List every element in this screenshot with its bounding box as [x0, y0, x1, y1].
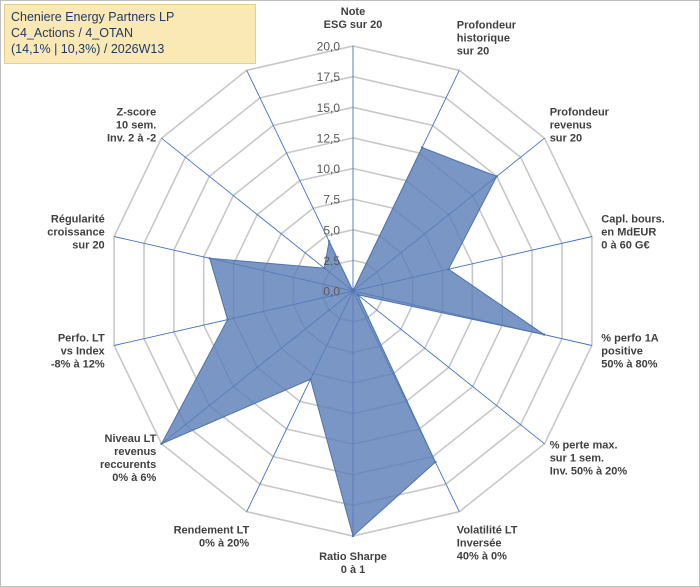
data-point: [351, 534, 355, 538]
axis-label: Rendement LT 0% à 20%: [174, 525, 250, 550]
axis-label-line: historique: [457, 32, 510, 44]
axis-label-line: sur 20: [550, 133, 582, 145]
axis-label-line: -8% à 12%: [51, 358, 105, 370]
axis-label: Z-score 10 sem. Inv. 2 à -2: [107, 107, 156, 145]
axis-label-line: en MdEUR: [601, 227, 656, 239]
tick-label: 17,5: [317, 70, 341, 84]
data-point: [542, 333, 546, 336]
data-point: [495, 175, 498, 178]
axis-label: Volatilité LT Inversée 40% à 0%: [457, 525, 518, 563]
axis-label: Niveau LT revenus reccurents 0% à 6%: [100, 433, 157, 484]
tick-label: 5,0: [323, 223, 340, 237]
axis-label-line: 0 à 1: [341, 564, 365, 576]
axis-label-line: sur 20: [72, 240, 104, 252]
axis-label-line: % perte max.: [550, 440, 618, 452]
data-point: [226, 318, 229, 321]
axis-label-line: Régularité: [51, 214, 105, 226]
title-line-stats: (14,1% | 10,3%) / 2026W13: [11, 42, 165, 56]
tick-label: 2,5: [323, 254, 340, 268]
data-point: [356, 293, 359, 296]
title-line-company: Cheniere Energy Partners LP: [11, 10, 175, 24]
data-point: [160, 442, 163, 445]
data-point: [208, 257, 211, 260]
axis-label-line: 0% à 6%: [112, 472, 156, 484]
axis-label: Ratio Sharpe 0 à 1: [319, 551, 387, 576]
axis-label: Note ESG sur 20: [324, 6, 383, 31]
axis-spoke: [161, 137, 354, 292]
axis-label-line: ESG sur 20: [324, 19, 383, 31]
chart-title-box: Cheniere Energy Partners LP C4_Actions /…: [4, 4, 256, 64]
axis-label-line: Rendement LT: [174, 525, 250, 537]
data-point: [351, 289, 355, 293]
axis-label-line: 0 à 60 G€: [601, 240, 649, 252]
axis-label-line: sur 1 sem.: [550, 453, 604, 465]
data-point: [420, 146, 424, 149]
tick-label: 15,0: [317, 101, 341, 115]
axis-label-line: Profondeur: [550, 107, 610, 119]
tick-label: 10,0: [317, 162, 341, 176]
axis-label-line: revenus: [550, 120, 592, 132]
axis-label-line: reccurents: [100, 459, 156, 471]
axis-label-line: 40% à 0%: [457, 551, 507, 563]
axis-label-line: Volatilité LT: [457, 525, 518, 537]
axis-label-line: positive: [601, 345, 643, 357]
axis-label-line: Inversée: [457, 538, 502, 550]
axis-label-line: Z-score: [117, 107, 157, 119]
axis-label-line: Niveau LT: [105, 433, 157, 445]
axis-label: Perfo. LT vs Index -8% à 12%: [51, 332, 106, 370]
data-point: [434, 460, 437, 464]
axis-label: Régularité croissance sur 20: [47, 214, 104, 252]
axis-label-line: Profondeur: [457, 19, 517, 31]
data-point: [309, 378, 312, 381]
axis-label-line: 50% à 80%: [601, 358, 657, 370]
axis-label-line: croissance: [47, 227, 104, 239]
axis-label: % perte max. sur 1 sem. Inv. 50% à 20%: [550, 440, 628, 478]
data-point: [447, 268, 450, 271]
tick-label: 12,5: [317, 131, 341, 145]
axis-label-line: 0% à 20%: [199, 538, 249, 550]
title-line-category: C4_Actions / 4_OTAN: [11, 26, 134, 40]
tick-label: 20,0: [317, 40, 341, 54]
axis-label-line: % perfo 1A: [601, 332, 659, 344]
axis-label: % perfo 1A positive 50% à 80%: [601, 332, 659, 370]
axis-label: Profondeur revenus sur 20: [550, 107, 610, 145]
axis-label-line: Inv. 50% à 20%: [550, 466, 628, 478]
axis-label-line: vs Index: [61, 345, 106, 357]
axis-label-line: 10 sem.: [116, 120, 156, 132]
tick-label: 0,0: [323, 285, 340, 299]
data-point: [323, 266, 326, 270]
tick-label: 7,5: [323, 193, 340, 207]
axis-label-line: Ratio Sharpe: [319, 551, 387, 563]
axis-label: Profondeur historique sur 20: [457, 19, 517, 57]
axis-label-line: Note: [341, 6, 365, 18]
axis-label: Capl. bours. en MdEUR 0 à 60 G€: [601, 214, 665, 252]
axis-label-line: Perfo. LT: [58, 332, 105, 344]
axis-label-line: Inv. 2 à -2: [107, 133, 156, 145]
axis-label-line: revenus: [114, 446, 156, 458]
axis-label-line: sur 20: [457, 45, 489, 57]
axis-label-line: Capl. bours.: [601, 214, 665, 226]
axis-spoke: [352, 290, 545, 445]
data-point: [327, 240, 331, 243]
